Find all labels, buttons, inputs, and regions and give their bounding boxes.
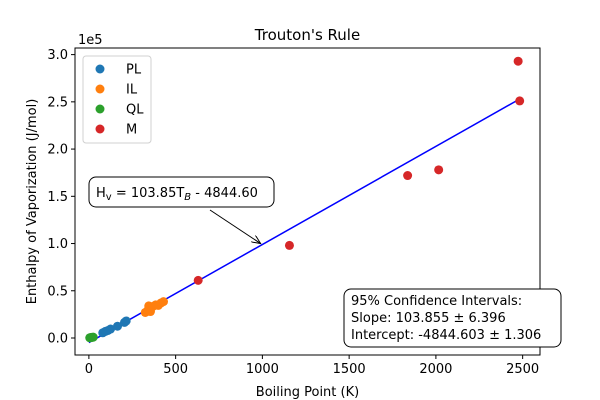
legend-marker-pl — [95, 64, 105, 74]
legend-label-pl: PL — [126, 63, 142, 78]
chart-title: Trouton's Rule — [254, 26, 360, 44]
point-pl — [106, 324, 116, 334]
point-ql — [88, 332, 98, 342]
legend-label-il: IL — [126, 83, 138, 98]
point-pl — [121, 316, 131, 326]
x-tick-label: 1500 — [333, 362, 366, 377]
x-tick-label: 500 — [163, 362, 188, 377]
equation-annotation: Hv = 103.85TB - 4844.60 — [88, 176, 275, 244]
equation-box — [88, 176, 275, 208]
legend-label-ql: QL — [126, 103, 144, 118]
y-axis-label: Enthalpy of Vaporization (J/mol) — [25, 99, 40, 305]
x-tick-label: 2500 — [506, 362, 539, 377]
ci-line-1: 95% Confidence Intervals: — [351, 294, 522, 309]
data-points — [85, 56, 525, 343]
point-pl — [113, 321, 123, 331]
y-tick-label: 2.5 — [47, 95, 68, 110]
y-tick-label: 1.5 — [47, 190, 68, 205]
legend-label-m: M — [126, 123, 137, 138]
legend-marker-m — [95, 124, 105, 134]
ci-line-2: Slope: 103.855 ± 6.396 — [351, 311, 506, 326]
plot-frame — [74, 47, 541, 356]
x-tick-label: 2000 — [419, 362, 452, 377]
ci-line-3: Intercept: -4844.603 ± 1.306 — [351, 328, 541, 343]
x-axis-ticks: 0 500 1000 1500 2000 2500 — [85, 355, 539, 377]
y-tick-label: 1.0 — [47, 237, 68, 252]
point-m — [193, 275, 203, 285]
equation-text: Hv = 103.85TB - 4844.60 — [96, 186, 258, 203]
y-tick-label: 0.0 — [47, 331, 68, 346]
point-m — [515, 96, 525, 106]
legend: PL IL QL M — [82, 55, 152, 144]
legend-marker-ql — [95, 104, 105, 114]
y-tick-label: 2.0 — [47, 143, 68, 158]
ci-box — [343, 288, 562, 348]
point-m — [284, 240, 294, 250]
x-axis-label: Boiling Point (K) — [256, 385, 359, 400]
x-tick-label: 0 — [85, 362, 93, 377]
y-multiplier-label: 1e5 — [78, 33, 103, 48]
point-m — [403, 171, 413, 181]
point-m — [513, 56, 523, 66]
y-tick-label: 3.0 — [47, 48, 68, 63]
y-tick-label: 0.5 — [47, 284, 68, 299]
legend-box — [82, 55, 152, 144]
legend-marker-il — [95, 84, 105, 94]
point-m — [434, 165, 444, 175]
equation-arrow — [209, 209, 261, 244]
confidence-interval-annotation: 95% Confidence Intervals: Slope: 103.855… — [343, 288, 562, 348]
y-axis-ticks: 0.0 0.5 1.0 1.5 2.0 2.5 3.0 — [47, 48, 75, 346]
x-tick-label: 1000 — [246, 362, 279, 377]
point-il — [158, 297, 168, 307]
